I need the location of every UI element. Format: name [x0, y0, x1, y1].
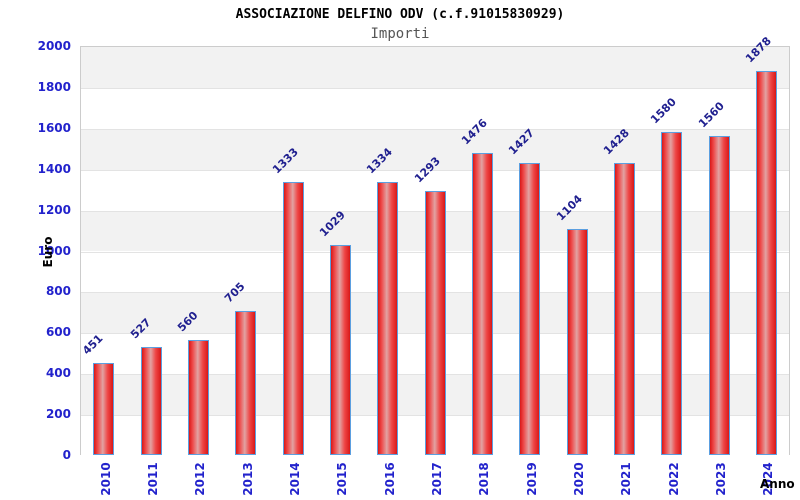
chart-subtitle: Importi: [370, 26, 430, 42]
x-tick-label: 2010: [98, 462, 113, 496]
y-tick-label: 1400: [37, 161, 71, 176]
bar-2018: [471, 153, 493, 455]
bar-2017: [424, 190, 446, 455]
chart-title: ASSOCIAZIONE DELFINO ODV (c.f.9101583092…: [235, 7, 565, 22]
y-tick-label: 1200: [37, 202, 71, 217]
y-tick-label: 1800: [37, 79, 71, 94]
x-tick-label: 2023: [714, 462, 728, 496]
bar-2015: [329, 244, 351, 455]
y-tick-label: 400: [45, 366, 71, 381]
bar-2023: [708, 135, 730, 455]
x-tick-label: 2019: [524, 462, 539, 496]
x-tick-label: 2013: [240, 462, 255, 496]
grid-line: [81, 169, 789, 171]
y-tick-label: 1600: [37, 120, 71, 135]
grid-line: [81, 128, 789, 130]
bar-2019: [519, 163, 541, 455]
x-tick-label: 2011: [146, 462, 160, 496]
y-tick-label: 800: [45, 284, 71, 299]
x-tick-label: 2024: [761, 462, 776, 496]
y-tick-label: 1000: [37, 243, 71, 258]
bar-2010: [93, 362, 115, 455]
y-tick-label: 200: [45, 407, 71, 422]
grid-band: [81, 87, 789, 129]
bar-2014: [282, 182, 304, 455]
x-tick-label: 2018: [477, 462, 492, 496]
x-axis-title: Anno: [760, 477, 795, 491]
bar-2024: [755, 70, 777, 455]
x-tick-label: 2017: [430, 462, 444, 496]
y-tick-label: 600: [45, 325, 71, 340]
x-tick-label: 2016: [382, 462, 397, 496]
bar-2021: [613, 162, 635, 455]
y-axis-title: Euro: [41, 236, 55, 268]
x-tick-label: 2022: [666, 462, 681, 496]
bar-2022: [661, 131, 683, 455]
bar-2013: [235, 310, 257, 455]
x-tick-label: 2020: [572, 462, 586, 496]
bar-2011: [140, 347, 162, 455]
grid-line: [81, 87, 789, 89]
bar-2020: [566, 229, 588, 455]
grid-band: [81, 47, 789, 88]
x-tick-label: 2015: [335, 462, 350, 496]
x-tick-label: 2014: [288, 462, 302, 496]
x-tick-label: 2012: [193, 462, 208, 496]
bar-2012: [187, 340, 209, 455]
bar-2016: [377, 182, 399, 455]
y-tick-label: 0: [62, 448, 71, 462]
y-tick-label: 2000: [37, 39, 71, 53]
x-tick-label: 2021: [619, 462, 634, 496]
